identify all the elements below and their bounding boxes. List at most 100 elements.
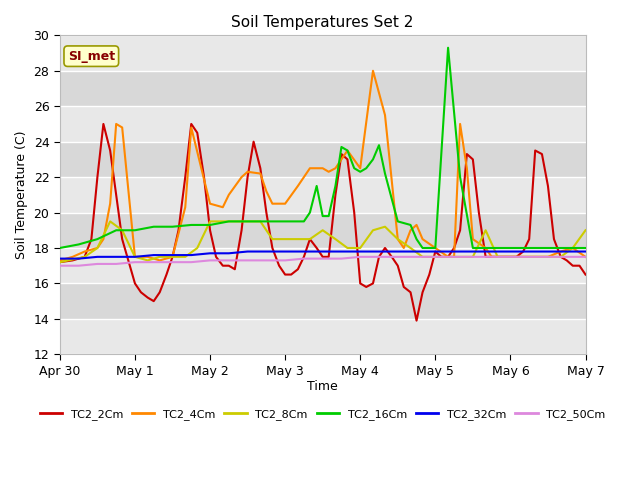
- TC2_50Cm: [225, 257, 233, 263]
- TC2_50Cm: [469, 254, 477, 260]
- TC2_16Cm: [431, 245, 439, 251]
- TC2_2Cm: [413, 318, 420, 324]
- TC2_16Cm: [313, 183, 321, 189]
- TC2_16Cm: [482, 245, 490, 251]
- TC2_32Cm: [206, 251, 214, 256]
- TC2_8Cm: [531, 254, 539, 260]
- TC2_50Cm: [188, 259, 195, 265]
- TC2_50Cm: [525, 254, 533, 260]
- TC2_50Cm: [338, 256, 346, 262]
- TC2_8Cm: [482, 228, 490, 233]
- TC2_8Cm: [257, 218, 264, 224]
- TC2_16Cm: [356, 169, 364, 175]
- TC2_8Cm: [369, 228, 377, 233]
- TC2_16Cm: [582, 245, 589, 251]
- TC2_16Cm: [413, 236, 420, 242]
- TC2_2Cm: [482, 254, 490, 260]
- TC2_50Cm: [56, 263, 64, 269]
- TC2_32Cm: [300, 249, 308, 254]
- TC2_8Cm: [319, 228, 326, 233]
- TC2_4Cm: [369, 68, 377, 73]
- TC2_4Cm: [419, 236, 426, 242]
- TC2_16Cm: [394, 218, 402, 224]
- TC2_2Cm: [494, 254, 502, 260]
- TC2_32Cm: [113, 254, 120, 260]
- TC2_4Cm: [582, 254, 589, 260]
- TC2_16Cm: [381, 171, 389, 177]
- TC2_8Cm: [131, 254, 139, 260]
- TC2_16Cm: [306, 210, 314, 216]
- Bar: [60, 213, 586, 248]
- Line: TC2_16Cm: TC2_16Cm: [60, 48, 586, 248]
- TC2_8Cm: [144, 257, 152, 263]
- TC2_8Cm: [431, 254, 439, 260]
- TC2_16Cm: [456, 174, 464, 180]
- TC2_32Cm: [469, 249, 477, 254]
- TC2_16Cm: [169, 224, 177, 229]
- TC2_8Cm: [93, 245, 101, 251]
- Line: TC2_50Cm: TC2_50Cm: [60, 257, 586, 266]
- TC2_16Cm: [244, 218, 252, 224]
- TC2_32Cm: [488, 249, 495, 254]
- TC2_16Cm: [569, 245, 577, 251]
- TC2_4Cm: [262, 188, 270, 194]
- Bar: [60, 177, 586, 213]
- TC2_32Cm: [169, 252, 177, 258]
- TC2_32Cm: [262, 249, 270, 254]
- TC2_4Cm: [394, 236, 402, 242]
- TC2_16Cm: [406, 222, 414, 228]
- TC2_8Cm: [244, 218, 252, 224]
- TC2_16Cm: [325, 213, 333, 219]
- TC2_8Cm: [156, 254, 164, 260]
- TC2_50Cm: [375, 254, 383, 260]
- TC2_8Cm: [269, 236, 276, 242]
- TC2_16Cm: [319, 213, 326, 219]
- TC2_8Cm: [169, 254, 177, 260]
- TC2_8Cm: [231, 218, 239, 224]
- TC2_50Cm: [563, 254, 571, 260]
- TC2_50Cm: [93, 261, 101, 267]
- TC2_50Cm: [582, 254, 589, 260]
- TC2_8Cm: [419, 254, 426, 260]
- TC2_8Cm: [332, 236, 339, 242]
- TC2_32Cm: [244, 249, 252, 254]
- TC2_16Cm: [426, 245, 433, 251]
- TC2_32Cm: [338, 249, 346, 254]
- TC2_50Cm: [75, 263, 83, 269]
- TC2_8Cm: [569, 245, 577, 251]
- TC2_16Cm: [369, 156, 377, 162]
- TC2_16Cm: [531, 245, 539, 251]
- TC2_8Cm: [394, 236, 402, 242]
- TC2_32Cm: [319, 249, 326, 254]
- TC2_50Cm: [169, 259, 177, 265]
- TC2_16Cm: [375, 143, 383, 148]
- TC2_16Cm: [150, 224, 157, 229]
- TC2_16Cm: [75, 241, 83, 247]
- TC2_8Cm: [519, 254, 527, 260]
- TC2_16Cm: [557, 245, 564, 251]
- TC2_16Cm: [344, 148, 351, 154]
- TC2_16Cm: [262, 218, 270, 224]
- TC2_16Cm: [56, 245, 64, 251]
- TC2_2Cm: [319, 254, 326, 260]
- Bar: [60, 142, 586, 177]
- TC2_16Cm: [350, 165, 358, 171]
- TC2_50Cm: [451, 254, 458, 260]
- TC2_2Cm: [56, 259, 64, 265]
- TC2_16Cm: [188, 222, 195, 228]
- TC2_50Cm: [319, 256, 326, 262]
- TC2_32Cm: [356, 249, 364, 254]
- TC2_8Cm: [582, 228, 589, 233]
- Bar: [60, 106, 586, 142]
- Text: SI_met: SI_met: [68, 50, 115, 63]
- TC2_8Cm: [206, 218, 214, 224]
- TC2_50Cm: [544, 254, 552, 260]
- TC2_50Cm: [507, 254, 515, 260]
- Bar: [60, 319, 586, 354]
- TC2_16Cm: [332, 183, 339, 189]
- TC2_16Cm: [419, 245, 426, 251]
- Bar: [60, 248, 586, 283]
- TC2_8Cm: [356, 245, 364, 251]
- TC2_8Cm: [544, 254, 552, 260]
- TC2_8Cm: [181, 254, 189, 260]
